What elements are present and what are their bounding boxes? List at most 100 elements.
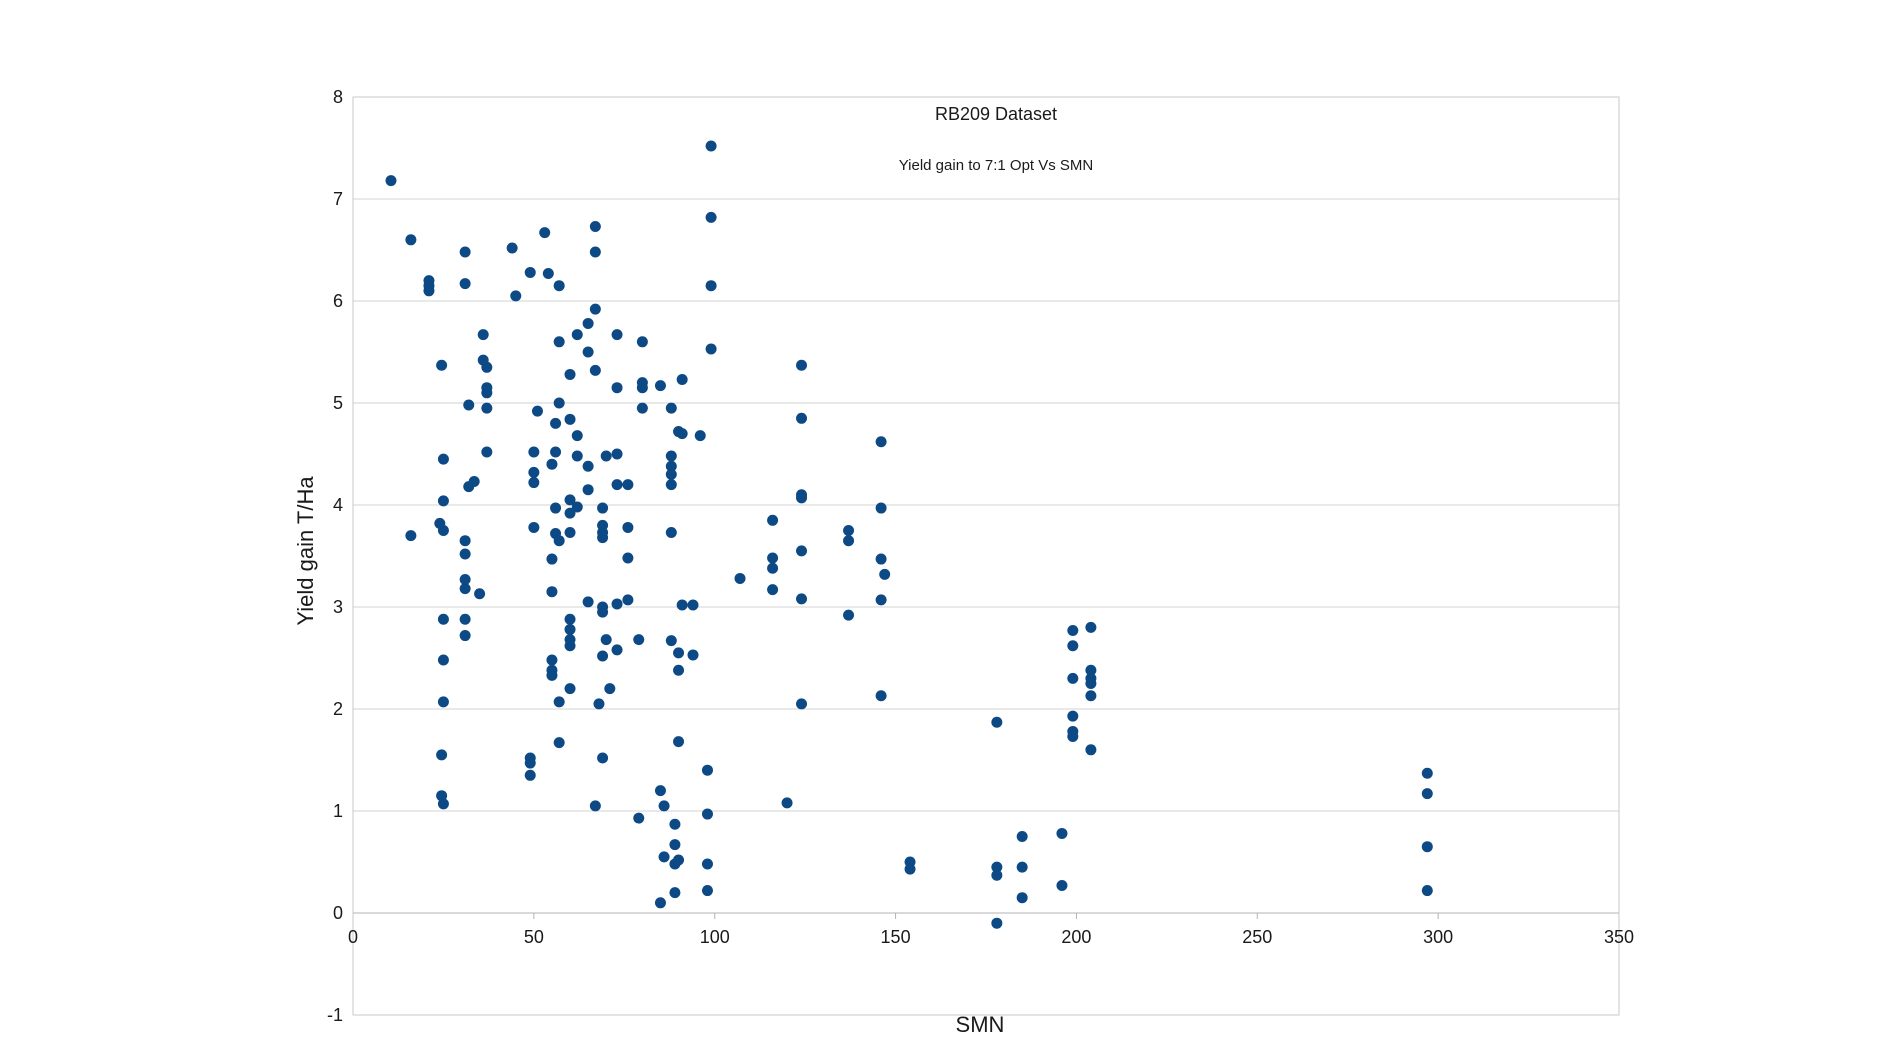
data-point	[636, 402, 648, 414]
data-point	[436, 359, 448, 371]
data-point	[571, 329, 583, 341]
data-point	[796, 593, 808, 605]
data-point	[589, 800, 601, 812]
data-point	[528, 466, 540, 478]
data-point	[673, 647, 685, 659]
data-point	[437, 525, 449, 536]
data-point	[437, 696, 449, 708]
x-tick-label: 200	[1061, 927, 1091, 947]
data-point	[843, 535, 855, 547]
data-point	[991, 917, 1003, 929]
data-point	[589, 221, 601, 233]
data-point	[1056, 879, 1068, 891]
data-point	[1421, 885, 1433, 897]
data-point	[423, 285, 435, 297]
data-point	[1085, 621, 1097, 633]
data-point	[611, 598, 623, 610]
data-point	[459, 278, 471, 290]
data-point	[611, 448, 623, 460]
data-point	[546, 586, 558, 598]
data-point	[611, 644, 623, 656]
data-point	[436, 749, 448, 761]
data-point	[546, 654, 558, 666]
data-point	[796, 698, 808, 710]
data-point	[705, 140, 717, 152]
data-point	[705, 343, 717, 355]
x-tick-label: 0	[348, 927, 358, 947]
y-tick-label: 8	[333, 87, 343, 107]
data-point	[571, 450, 583, 462]
data-point	[1421, 788, 1433, 800]
data-point	[553, 535, 565, 547]
data-point	[597, 606, 609, 618]
data-point	[843, 525, 855, 536]
data-point	[597, 650, 609, 662]
data-point	[553, 737, 565, 749]
data-point	[991, 861, 1003, 873]
x-tick-label: 150	[881, 927, 911, 947]
data-point	[767, 584, 779, 596]
data-point	[481, 361, 493, 373]
data-point	[481, 446, 493, 458]
data-point	[781, 797, 793, 809]
data-point	[589, 364, 601, 376]
data-point	[437, 654, 449, 666]
data-point	[564, 413, 576, 425]
y-tick-label: 4	[333, 495, 343, 515]
data-point	[1067, 710, 1079, 722]
data-point	[701, 764, 713, 776]
data-point	[1067, 731, 1079, 743]
data-point	[593, 698, 605, 710]
data-point	[622, 552, 634, 564]
data-point	[875, 690, 887, 702]
data-point	[654, 380, 666, 392]
data-point	[1016, 831, 1028, 842]
y-tick-label: 7	[333, 189, 343, 209]
x-tick-label: 300	[1423, 927, 1453, 947]
data-point	[701, 858, 713, 870]
data-point	[589, 246, 601, 258]
data-point	[597, 752, 609, 764]
data-point	[669, 887, 681, 899]
data-point	[1016, 892, 1028, 904]
y-tick-label: 6	[333, 291, 343, 311]
data-point	[665, 460, 677, 472]
data-point	[506, 242, 518, 254]
data-point	[991, 869, 1003, 881]
data-point	[437, 613, 449, 625]
data-point	[658, 800, 670, 812]
data-point	[1085, 678, 1097, 689]
data-point	[1085, 744, 1097, 756]
data-point	[796, 412, 808, 424]
data-point	[463, 399, 475, 411]
data-point	[665, 527, 677, 539]
data-point	[564, 527, 576, 539]
data-point	[654, 897, 666, 909]
data-point	[676, 428, 688, 440]
data-point	[611, 329, 623, 341]
plot-area	[352, 96, 1620, 1016]
data-point	[597, 502, 609, 514]
data-point	[676, 599, 688, 611]
data-point	[875, 502, 887, 514]
data-point	[524, 757, 536, 769]
data-point	[665, 402, 677, 414]
data-point	[582, 317, 594, 329]
data-point	[459, 630, 471, 642]
chart-subtitle: Yield gain to 7:1 Opt Vs SMN	[899, 157, 1094, 174]
data-point	[658, 851, 670, 863]
data-point	[676, 374, 688, 386]
data-point	[796, 359, 808, 371]
data-point	[546, 669, 558, 681]
data-points	[385, 140, 1433, 929]
data-point	[553, 696, 565, 708]
data-point	[991, 716, 1003, 728]
data-point	[531, 405, 543, 417]
data-point	[1067, 672, 1079, 684]
data-point	[669, 818, 681, 830]
data-point	[459, 535, 471, 547]
data-point	[1067, 640, 1079, 652]
y-tick-label: -1	[327, 1005, 343, 1025]
data-point	[385, 175, 397, 187]
